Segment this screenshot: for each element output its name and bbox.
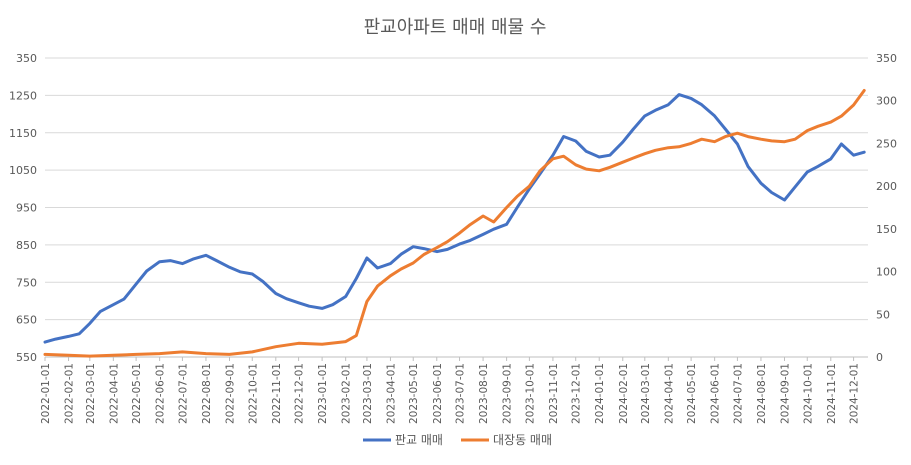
x-tick-label: 2023-03-01 [362,363,374,424]
x-tick-label: 2022-11-01 [271,363,283,424]
x-tick-label: 2022-09-01 [224,363,236,424]
y-right-tick-label: 350 [876,52,897,65]
x-tick-label: 2023-04-01 [385,363,397,424]
y-right-tick-label: 150 [876,223,897,236]
x-tick-label: 2023-07-01 [455,363,467,424]
x-tick-label: 2022-10-01 [247,363,259,424]
x-tick-label: 2022-05-01 [131,363,143,424]
y-right-tick-label: 250 [876,137,897,150]
y-right-tick-label: 50 [876,308,890,321]
x-tick-label: 2023-10-01 [524,363,536,424]
x-axis: 2022-01-01 2022-02-01 2022-03-01 2022-04-01… [40,356,868,424]
y-right-tick-label: 0 [876,351,883,364]
x-tick-label: 2024-03-01 [640,363,652,424]
x-tick-label: 2024-06-01 [710,363,722,424]
x-tick-label: 2022-12-01 [294,363,306,424]
right-y-axis: 350 300 250 200 150 100 50 0 [876,52,897,364]
legend-label-pangyo: 판교 매매 [395,433,443,447]
y-left-tick-label: 350 [16,52,37,65]
series-line-daejang [43,89,866,358]
x-tick-label: 2024-02-01 [618,363,630,424]
series-line-pangyo [43,93,866,344]
y-right-tick-label: 300 [876,95,897,108]
legend-label-daejang: 대장동 매매 [493,433,552,447]
x-tick-label: 2022-01-01 [40,363,52,424]
y-left-tick-label: 850 [16,239,37,252]
x-tick-label: 2024-09-01 [779,363,791,424]
y-right-tick-label: 200 [876,180,897,193]
y-left-tick-label: 1250 [9,89,37,102]
legend: 판교 매매 대장동 매매 [363,433,552,447]
x-tick-label: 2023-02-01 [341,363,353,424]
x-tick-label: 2023-08-01 [478,363,490,424]
x-tick-label: 2024-07-01 [732,363,744,424]
chart-title: 판교아파트 매매 매물 수 [364,17,547,38]
x-tick-label: 2024-11-01 [826,363,838,424]
x-tick-label: 2022-02-01 [64,363,76,424]
x-tick-label: 2024-04-01 [663,363,675,424]
x-tick-label: 2023-06-01 [432,363,444,424]
x-tick-label: 2024-08-01 [756,363,768,424]
x-tick-label: 2024-01-01 [594,363,606,424]
x-tick-label: 2023-01-01 [317,363,329,424]
x-tick-label: 2022-04-01 [108,363,120,424]
x-tick-label: 2023-12-01 [571,363,583,424]
y-left-tick-label: 650 [16,314,37,327]
x-tick-label: 2022-03-01 [85,363,97,424]
y-left-tick-label: 1150 [9,127,37,140]
left-y-axis: 350 1250 1150 1050 950 850 750 650 550 [9,52,37,364]
y-left-tick-label: 950 [16,202,37,215]
x-tick-label: 2024-10-01 [802,363,814,424]
x-tick-label: 2023-11-01 [548,363,560,424]
x-tick-label: 2022-07-01 [177,363,189,424]
x-tick-label: 2022-08-01 [201,363,213,424]
gridlines [45,57,868,358]
x-tick-label: 2024-05-01 [686,363,698,424]
x-tick-label: 2023-05-01 [408,363,420,424]
y-left-tick-label: 750 [16,276,37,289]
y-left-tick-label: 1050 [9,164,37,177]
y-left-tick-label: 550 [16,351,37,364]
x-tick-label: 2024-12-01 [849,363,861,424]
x-tick-label: 2022-06-01 [155,363,167,424]
x-tick-label: 2023-09-01 [502,363,514,424]
y-right-tick-label: 100 [876,266,897,279]
series-lines [43,89,866,358]
